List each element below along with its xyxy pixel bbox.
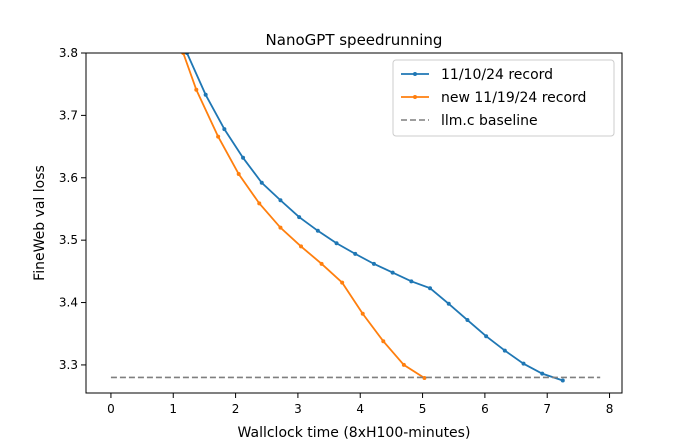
series-0-point xyxy=(560,378,565,383)
series-1-point xyxy=(257,201,262,206)
series-0-point xyxy=(428,286,433,291)
y-tick-label: 3.4 xyxy=(59,296,78,310)
x-tick-label: 1 xyxy=(169,402,177,416)
legend-marker-1 xyxy=(413,95,417,99)
series-0-point xyxy=(446,301,451,306)
series-0-point xyxy=(203,92,208,97)
series-0-point xyxy=(390,270,395,275)
x-axis-label: Wallclock time (8xH100-minutes) xyxy=(238,425,471,441)
series-0-point xyxy=(465,318,470,323)
series-0-point xyxy=(222,127,227,132)
y-tick-label: 3.3 xyxy=(59,358,78,372)
series-1-point xyxy=(278,225,283,230)
series-0-point xyxy=(278,198,283,203)
legend-marker-0 xyxy=(413,72,417,76)
series-0-point xyxy=(353,251,358,256)
series-0-point xyxy=(502,348,507,353)
x-tick-label: 2 xyxy=(232,402,240,416)
series-1-point xyxy=(401,362,406,367)
series-0-point xyxy=(521,361,526,366)
legend-label-1: new 11/19/24 record xyxy=(441,90,586,106)
x-axis: 0 1 2 3 4 5 6 7 8 xyxy=(107,393,613,416)
legend-label-2: llm.c baseline xyxy=(441,113,538,129)
y-tick-label: 3.8 xyxy=(59,46,78,60)
x-tick-label: 6 xyxy=(481,402,489,416)
plot-frame xyxy=(85,52,623,394)
x-tick-label: 4 xyxy=(356,402,364,416)
series-1-point xyxy=(340,280,345,285)
series-0-point xyxy=(334,241,339,246)
x-tick-label: 5 xyxy=(419,402,427,416)
legend: 11/10/24 record new 11/19/24 record llm.c … xyxy=(392,59,615,137)
y-axis: 3.3 3.4 3.5 3.6 3.7 3.8 xyxy=(59,46,86,372)
y-tick-label: 3.6 xyxy=(59,171,78,185)
x-tick-label: 3 xyxy=(294,402,302,416)
series-1-point xyxy=(216,134,221,139)
series-0-point xyxy=(297,215,302,220)
series-1-point xyxy=(360,311,365,316)
series-1-point xyxy=(422,376,427,381)
x-tick-label: 8 xyxy=(606,402,614,416)
series-1-point xyxy=(319,261,324,266)
series-1-point xyxy=(194,87,199,92)
series-1-point xyxy=(299,244,304,249)
x-tick-label: 0 xyxy=(107,402,115,416)
series-0-point xyxy=(540,371,545,376)
series-1-point xyxy=(236,172,241,177)
y-tick-label: 3.7 xyxy=(59,108,78,122)
y-tick-label: 3.5 xyxy=(59,233,78,247)
legend-label-0: 11/10/24 record xyxy=(441,67,553,83)
series-0-point xyxy=(241,155,246,160)
series-0-point xyxy=(484,334,489,339)
series-0-point xyxy=(315,228,320,233)
series-layer xyxy=(110,53,601,383)
y-axis-label: FineWeb val loss xyxy=(32,165,48,281)
chart-title: NanoGPT speedrunning xyxy=(266,31,443,49)
legend-box xyxy=(392,59,615,137)
series-0-point xyxy=(259,180,264,185)
series-0-point xyxy=(409,279,414,284)
series-1-point xyxy=(381,339,386,344)
x-tick-label: 7 xyxy=(543,402,551,416)
series-0-point xyxy=(371,261,376,266)
